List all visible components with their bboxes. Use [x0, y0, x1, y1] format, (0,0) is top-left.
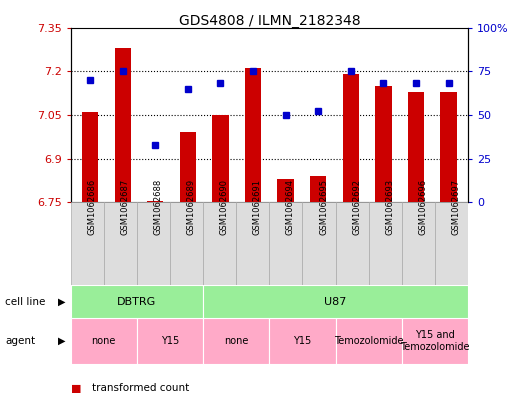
Bar — [147, 201, 164, 202]
Bar — [435, 202, 468, 285]
Text: GSM1062693: GSM1062693 — [385, 178, 394, 235]
Bar — [170, 202, 203, 285]
Text: GSM1062694: GSM1062694 — [286, 178, 295, 235]
Bar — [212, 115, 229, 202]
Text: GSM1062690: GSM1062690 — [220, 178, 229, 235]
Text: Y15 and
Temozolomide: Y15 and Temozolomide — [400, 330, 470, 352]
Bar — [245, 68, 261, 202]
Text: GSM1062686: GSM1062686 — [87, 178, 96, 235]
Bar — [71, 202, 104, 285]
Bar — [115, 48, 131, 202]
Bar — [408, 92, 424, 202]
Text: GSM1062697: GSM1062697 — [451, 178, 461, 235]
Bar — [82, 112, 98, 202]
Text: GSM1062689: GSM1062689 — [187, 178, 196, 235]
Bar — [180, 132, 196, 202]
Text: ■: ■ — [71, 383, 81, 393]
Text: Y15: Y15 — [161, 336, 179, 346]
Text: Y15: Y15 — [293, 336, 312, 346]
Text: Temozolomide: Temozolomide — [334, 336, 403, 346]
Text: GSM1062695: GSM1062695 — [319, 178, 328, 235]
Text: U87: U87 — [324, 297, 347, 307]
Bar — [269, 202, 302, 285]
Text: none: none — [224, 336, 248, 346]
Bar — [310, 176, 326, 202]
Text: ▶: ▶ — [58, 297, 65, 307]
Text: GSM1062687: GSM1062687 — [120, 178, 129, 235]
Bar — [278, 179, 294, 202]
Text: GSM1062692: GSM1062692 — [352, 178, 361, 235]
Bar — [71, 285, 203, 318]
Text: transformed count: transformed count — [92, 383, 189, 393]
Text: ▶: ▶ — [58, 336, 65, 346]
Bar — [137, 202, 170, 285]
Bar — [236, 202, 269, 285]
Text: DBTRG: DBTRG — [117, 297, 156, 307]
Text: GSM1062691: GSM1062691 — [253, 178, 262, 235]
Bar — [71, 318, 137, 364]
Bar — [104, 202, 137, 285]
Text: GSM1062688: GSM1062688 — [153, 178, 163, 235]
Bar — [369, 202, 402, 285]
Text: agent: agent — [5, 336, 36, 346]
Bar — [336, 202, 369, 285]
Bar — [440, 92, 457, 202]
Bar — [343, 74, 359, 202]
Bar — [269, 318, 336, 364]
Text: GSM1062696: GSM1062696 — [418, 178, 427, 235]
Text: GDS4808 / ILMN_2182348: GDS4808 / ILMN_2182348 — [178, 14, 360, 28]
Bar — [203, 202, 236, 285]
Text: cell line: cell line — [5, 297, 46, 307]
Bar — [302, 202, 336, 285]
Bar — [203, 285, 468, 318]
Bar — [402, 318, 468, 364]
Text: none: none — [92, 336, 116, 346]
Bar — [137, 318, 203, 364]
Bar — [336, 318, 402, 364]
Bar — [402, 202, 435, 285]
Bar — [375, 86, 392, 202]
Bar — [203, 318, 269, 364]
